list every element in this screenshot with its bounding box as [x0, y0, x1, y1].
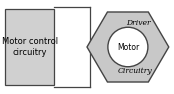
- FancyBboxPatch shape: [5, 9, 54, 85]
- Ellipse shape: [108, 27, 148, 67]
- Text: Motor control
circuitry: Motor control circuitry: [2, 37, 58, 57]
- Text: Circuitry: Circuitry: [118, 67, 152, 75]
- Text: Motor: Motor: [117, 42, 139, 52]
- Text: Driver: Driver: [126, 19, 151, 27]
- Polygon shape: [87, 12, 169, 82]
